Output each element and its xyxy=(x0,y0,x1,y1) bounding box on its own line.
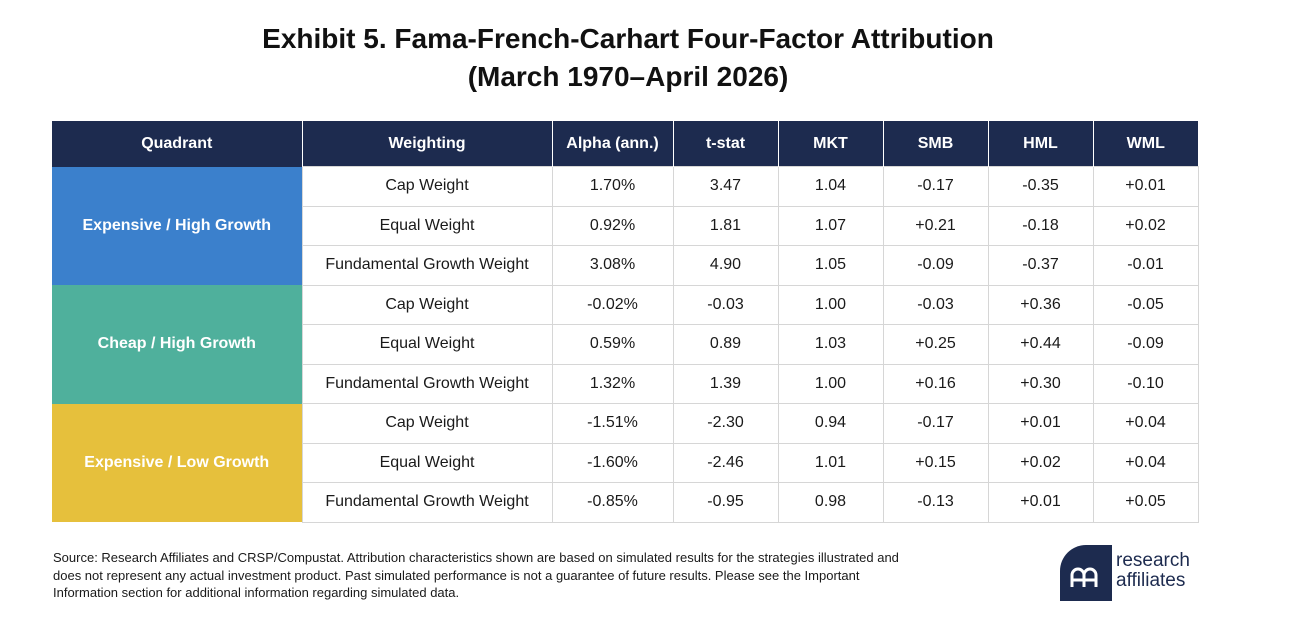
mkt-cell: 1.04 xyxy=(777,166,884,207)
alpha-cell: -1.51% xyxy=(551,403,674,444)
logo-line-2: affiliates xyxy=(1116,570,1186,591)
smb-cell: -0.17 xyxy=(882,403,989,444)
weighting-cell: Fundamental Growth Weight xyxy=(301,363,553,404)
wml-cell: -0.10 xyxy=(1092,363,1199,404)
weighting-cell: Cap Weight xyxy=(301,284,553,325)
alpha-cell: 0.59% xyxy=(551,324,674,365)
mkt-cell: 1.03 xyxy=(777,324,884,365)
research-affiliates-logo: research affiliates xyxy=(1060,545,1210,601)
mkt-cell: 1.07 xyxy=(777,205,884,246)
wml-cell: +0.04 xyxy=(1092,403,1199,444)
tstat-cell: -0.03 xyxy=(672,284,779,325)
alpha-cell: 0.92% xyxy=(551,205,674,246)
weighting-cell: Equal Weight xyxy=(301,324,553,365)
tstat-cell: 3.47 xyxy=(672,166,779,207)
wml-cell: -0.05 xyxy=(1092,284,1199,325)
mkt-cell: 1.00 xyxy=(777,284,884,325)
tstat-cell: 4.90 xyxy=(672,245,779,286)
table-row: Fundamental Growth Weight 1.32% 1.39 1.0… xyxy=(52,363,1199,404)
weighting-cell: Fundamental Growth Weight xyxy=(301,245,553,286)
table-row: Equal Weight 0.92% 1.81 1.07 +0.21 -0.18… xyxy=(52,205,1199,246)
header-wml: WML xyxy=(1092,121,1198,167)
smb-cell: -0.09 xyxy=(882,245,989,286)
header-mkt: MKT xyxy=(777,121,883,167)
mkt-cell: 1.05 xyxy=(777,245,884,286)
tstat-cell: -2.46 xyxy=(672,442,779,483)
weighting-cell: Cap Weight xyxy=(301,403,553,444)
smb-cell: +0.25 xyxy=(882,324,989,365)
wml-cell: +0.04 xyxy=(1092,442,1199,483)
wml-cell: +0.02 xyxy=(1092,205,1199,246)
table-row: Expensive / High Growth Cap Weight 1.70%… xyxy=(52,166,1199,285)
table-row: Equal Weight -1.60% -2.46 1.01 +0.15 +0.… xyxy=(52,442,1199,483)
alpha-cell: 1.70% xyxy=(551,166,674,207)
table-row: Fundamental Growth Weight -0.85% -0.95 0… xyxy=(52,482,1199,523)
tstat-cell: 1.81 xyxy=(672,205,779,246)
exhibit-title: Exhibit 5. Fama-French-Carhart Four-Fact… xyxy=(0,20,1256,96)
hml-cell: -0.18 xyxy=(987,205,1094,246)
smb-cell: +0.16 xyxy=(882,363,989,404)
smb-cell: -0.17 xyxy=(882,166,989,207)
hml-cell: +0.36 xyxy=(987,284,1094,325)
weighting-cell: Equal Weight xyxy=(301,205,553,246)
attribution-table: Quadrant Weighting Alpha (ann.) t-stat M… xyxy=(52,121,1199,523)
weighting-cell: Fundamental Growth Weight xyxy=(301,482,553,523)
table-header-row: Quadrant Weighting Alpha (ann.) t-stat M… xyxy=(52,121,1198,167)
mkt-cell: 0.94 xyxy=(777,403,884,444)
hml-cell: +0.01 xyxy=(987,403,1094,444)
mkt-cell: 1.01 xyxy=(777,442,884,483)
hml-cell: +0.01 xyxy=(987,482,1094,523)
weighting-cell: Cap Weight xyxy=(301,166,553,207)
table-row: Fundamental Growth Weight 3.08% 4.90 1.0… xyxy=(52,245,1199,286)
alpha-cell: 1.32% xyxy=(551,363,674,404)
smb-cell: -0.13 xyxy=(882,482,989,523)
quadrant-cell-cheap-high-growth: Cheap / High Growth xyxy=(52,285,302,404)
header-tstat: t-stat xyxy=(672,121,778,167)
hml-cell: -0.37 xyxy=(987,245,1094,286)
title-line-2: (March 1970–April 2026) xyxy=(467,61,789,92)
tstat-cell: -0.95 xyxy=(672,482,779,523)
smb-cell: +0.21 xyxy=(882,205,989,246)
tstat-cell: 1.39 xyxy=(672,363,779,404)
hml-cell: +0.02 xyxy=(987,442,1094,483)
alpha-cell: -1.60% xyxy=(551,442,674,483)
logo-line-1: research xyxy=(1116,550,1190,571)
tstat-cell: 0.89 xyxy=(672,324,779,365)
alpha-cell: 3.08% xyxy=(551,245,674,286)
source-footnote: Source: Research Affiliates and CRSP/Com… xyxy=(53,550,899,600)
wml-cell: +0.05 xyxy=(1092,482,1199,523)
smb-cell: +0.15 xyxy=(882,442,989,483)
research-affiliates-logo-icon xyxy=(1060,545,1112,601)
hml-cell: -0.35 xyxy=(987,166,1094,207)
table-row: Expensive / Low Growth Cap Weight -1.51%… xyxy=(52,403,1199,522)
mkt-cell: 1.00 xyxy=(777,363,884,404)
tstat-cell: -2.30 xyxy=(672,403,779,444)
header-alpha: Alpha (ann.) xyxy=(551,121,673,167)
mkt-cell: 0.98 xyxy=(777,482,884,523)
weighting-cell: Equal Weight xyxy=(301,442,553,483)
table-row: Equal Weight 0.59% 0.89 1.03 +0.25 +0.44… xyxy=(52,324,1199,365)
hml-cell: +0.30 xyxy=(987,363,1094,404)
header-hml: HML xyxy=(987,121,1093,167)
wml-cell: +0.01 xyxy=(1092,166,1199,207)
alpha-cell: -0.85% xyxy=(551,482,674,523)
wml-cell: -0.01 xyxy=(1092,245,1199,286)
header-weighting: Weighting xyxy=(301,121,552,167)
hml-cell: +0.44 xyxy=(987,324,1094,365)
header-smb: SMB xyxy=(882,121,988,167)
table-row: Cheap / High Growth Cap Weight -0.02% -0… xyxy=(52,284,1199,404)
wml-cell: -0.09 xyxy=(1092,324,1199,365)
quadrant-cell-expensive-low-growth: Expensive / Low Growth xyxy=(52,403,302,522)
header-quadrant: Quadrant xyxy=(52,121,302,167)
alpha-cell: -0.02% xyxy=(551,284,674,325)
quadrant-cell-expensive-high-growth: Expensive / High Growth xyxy=(52,166,302,285)
smb-cell: -0.03 xyxy=(882,284,989,325)
title-line-1: Exhibit 5. Fama-French-Carhart Four-Fact… xyxy=(262,23,994,54)
logo-wordmark: research affiliates xyxy=(1116,551,1190,591)
